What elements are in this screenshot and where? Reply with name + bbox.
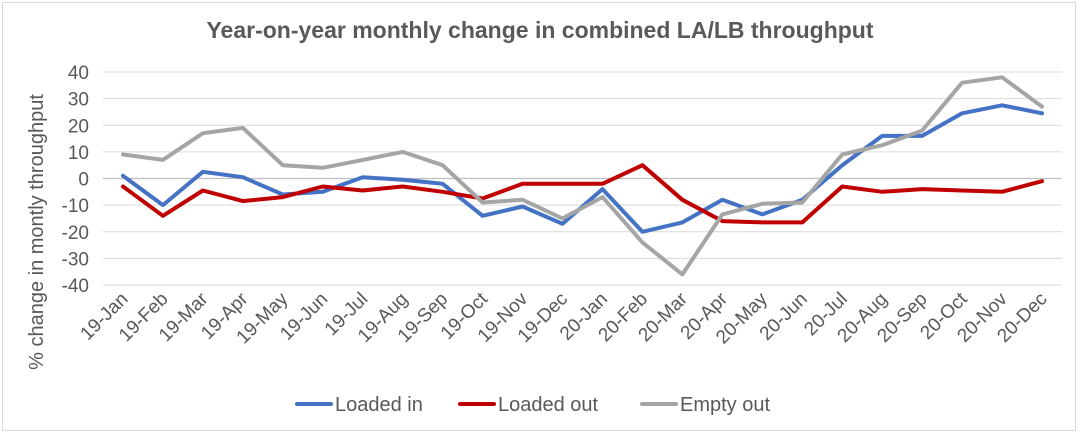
y-tick-label: 30: [68, 90, 89, 111]
series-line-loaded-out: [121, 163, 1044, 225]
y-tick-label: 0: [78, 170, 89, 191]
y-axis-title: % change in montly throughput: [26, 94, 48, 370]
gridlines: [103, 71, 1062, 286]
y-tick-labels: -40 -30 -20 -10 0 10 20 30 40: [62, 63, 89, 297]
legend-label-empty-out: Empty out: [680, 394, 770, 416]
y-tick-label: -30: [62, 249, 89, 270]
series-lines: [121, 75, 1044, 277]
series-line-loaded-in: [121, 103, 1044, 234]
y-tick-label: -40: [62, 276, 89, 297]
legend-item-loaded-out: Loaded out: [458, 394, 599, 416]
series-line-empty-out: [121, 75, 1044, 277]
legend-item-loaded-in: Loaded in: [295, 394, 423, 416]
y-tick-label: 20: [68, 116, 89, 137]
legend-label-loaded-in: Loaded in: [335, 394, 423, 416]
y-tick-label: 40: [68, 63, 89, 84]
x-tick-labels: 19-Jan19-Feb19-Mar19-Apr19-May19-Jun19-J…: [77, 288, 1052, 348]
y-tick-label: 10: [68, 143, 89, 164]
y-tick-label: -10: [62, 196, 89, 217]
chart-title: Year-on-year monthly change in combined …: [206, 17, 873, 43]
legend-item-empty-out: Empty out: [640, 394, 770, 416]
legend: Loaded in Loaded out Empty out: [295, 394, 770, 416]
legend-label-loaded-out: Loaded out: [498, 394, 599, 416]
y-tick-label: -20: [62, 223, 89, 244]
